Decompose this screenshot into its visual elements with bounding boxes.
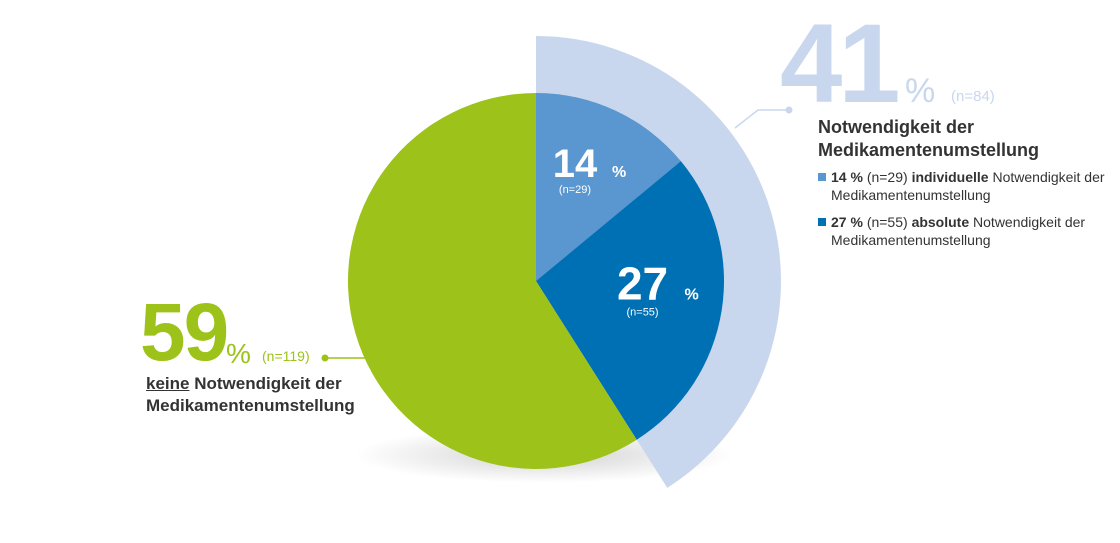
group-41-title: Notwendigkeit der Medikamentenumstellung	[818, 116, 1098, 161]
leader-line-59	[325, 343, 393, 359]
pie-slice-none	[347, 93, 637, 470]
group-59-title-line2: Medikamentenumstellung	[146, 395, 355, 415]
slice-n-individual: (n=29)	[559, 184, 591, 196]
legend-absolute-n: (n=55)	[866, 214, 908, 230]
pie-slice-absolute	[536, 161, 724, 440]
value-59-large: 59	[140, 287, 229, 378]
value-41-n-label: (n=84)	[951, 88, 995, 105]
legend-individual-n: (n=29)	[866, 169, 908, 185]
leader-line-41	[734, 109, 789, 129]
group-41-title-line1: Notwendigkeit der	[818, 117, 975, 137]
slice-n-absolute: (n=55)	[626, 306, 658, 318]
group-41-title-line2: Medikamentenumstellung	[818, 139, 1040, 160]
legend-swatch-absolute	[818, 218, 826, 226]
slice-percent-absolute: %	[685, 286, 699, 303]
group-59-title-rest: Notwendigkeit der	[194, 374, 342, 393]
pie-slice-individual	[536, 93, 681, 281]
legend-absolute-rest: Notwendigkeit der Medikamentenumstellung	[831, 214, 1086, 249]
legend-individual-bold: individuelle	[911, 169, 989, 185]
value-41-large: 41	[780, 1, 901, 126]
legend-absolute-pct: 27 %	[831, 214, 863, 230]
value-41-percent-sign: %	[905, 72, 936, 110]
leader-dot-59	[321, 354, 329, 362]
group-59-title: keine Notwendigkeit der Medikamentenumst…	[146, 373, 386, 417]
legend-absolute-bold: absolute	[911, 214, 970, 230]
slice-label-absolute: 27	[617, 257, 668, 309]
leader-dot-41	[785, 106, 793, 114]
value-59-percent-sign: %	[226, 338, 251, 369]
slice-percent-individual: %	[612, 164, 626, 181]
group-59-title-underlined: keine	[146, 374, 190, 393]
legend-swatch-individual	[818, 173, 826, 181]
legend-individual-rest: Notwendigkeit der Medikamentenumstellung	[831, 169, 1105, 204]
value-59-n-label: (n=119)	[262, 348, 310, 364]
legend-individual-pct: 14 %	[831, 169, 863, 185]
legend-item-absolute: 27 % (n=55) absolute Notwendigkeit der M…	[818, 213, 1108, 249]
slice-label-individual: 14	[553, 142, 598, 186]
legend-item-individual: 14 % (n=29) individuelle Notwendigkeit d…	[818, 168, 1108, 204]
